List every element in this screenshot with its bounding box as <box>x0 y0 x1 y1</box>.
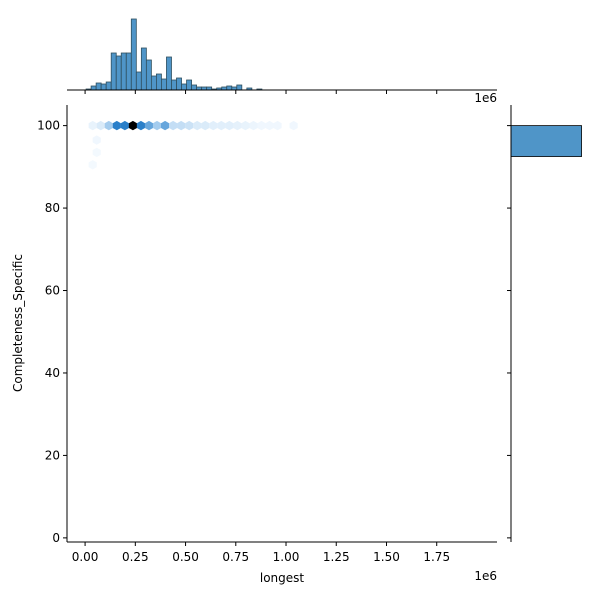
hexbin-cell <box>160 120 170 131</box>
hexbin-cell <box>217 120 226 131</box>
hexbin-cell <box>88 120 97 131</box>
x-tick-label: 0.50 <box>172 550 199 564</box>
x-tick-label: 1.50 <box>373 550 400 564</box>
x-marginal-histogram <box>85 18 263 91</box>
hexbin-cell <box>265 120 274 131</box>
histogram-bar <box>156 73 162 91</box>
y-tick-label: 100 <box>37 119 60 133</box>
histogram-bar <box>176 77 182 91</box>
histogram-bar <box>161 78 167 91</box>
hexbin-cell <box>201 120 210 131</box>
hexbin-cell <box>120 120 129 131</box>
histogram-bar <box>115 55 122 91</box>
histogram-bar <box>130 18 137 91</box>
histogram-bar <box>125 52 132 91</box>
histogram-bar <box>186 79 192 91</box>
y-tick-label: 20 <box>45 448 60 462</box>
hexbin-cell <box>136 120 146 131</box>
hexbin-cell <box>92 147 101 158</box>
hexbin-cell <box>169 120 178 131</box>
hexbin-cell <box>104 120 113 131</box>
histogram-bar <box>171 79 177 91</box>
hexbin-cell <box>241 120 250 131</box>
x-offset-text: 1e6 <box>474 569 497 583</box>
histogram-bar <box>135 71 142 91</box>
x-tick-label: 0.75 <box>222 550 249 564</box>
histogram-bar <box>110 52 117 91</box>
histogram-bar <box>120 52 127 91</box>
axes-layer <box>66 89 512 543</box>
histogram-bar <box>95 82 102 91</box>
hexbin-cell <box>185 120 194 131</box>
histogram-bar <box>100 83 107 91</box>
hexbin-cell <box>257 120 266 131</box>
histogram-bar <box>181 83 187 91</box>
x-tick-label: 0.25 <box>122 550 149 564</box>
y-tick-label: 40 <box>45 366 60 380</box>
hexbin-cell <box>225 120 234 131</box>
y-tick-label: 80 <box>45 201 60 215</box>
hexbin-cell <box>249 120 258 131</box>
histogram-bar <box>140 47 147 91</box>
hexbin-cell <box>128 120 137 131</box>
hexbin-cell <box>88 160 97 170</box>
histogram-bar <box>166 56 172 91</box>
histogram-bar <box>226 85 233 91</box>
hexbin-cell <box>233 120 242 131</box>
y-tick-label: 60 <box>45 284 60 298</box>
histogram-bar <box>145 59 152 91</box>
hexbin-cell <box>289 120 298 131</box>
hexbin-cell <box>209 120 218 131</box>
histogram-bar <box>510 125 582 157</box>
hexbin-cell <box>92 135 101 145</box>
y-axis-label: Completeness_Specific <box>11 254 25 392</box>
hexbin-cell <box>177 120 186 131</box>
hexbin-cell <box>273 120 282 131</box>
x-tick-label: 1.25 <box>323 550 350 564</box>
histogram-bar <box>105 81 112 91</box>
histogram-bar <box>191 84 198 91</box>
histogram-bar <box>236 84 243 91</box>
x-axis-label: longest <box>260 571 305 585</box>
top-offset-text: 1e6 <box>474 91 497 105</box>
histogram-bar <box>90 85 97 91</box>
hexbin-cell <box>193 120 202 131</box>
hexbin-cell <box>112 120 121 131</box>
x-tick-label: 1.75 <box>423 550 450 564</box>
hexbin-cell <box>144 120 154 131</box>
ticks-layer: 0.00 0.25 0.50 0.75 1.00 1.25 1.50 1.75 0 20 40 60 8… <box>37 90 511 564</box>
hexbin-cell <box>96 120 105 131</box>
y-marginal-histogram <box>510 125 582 157</box>
histogram-bar <box>150 75 157 91</box>
x-tick-label: 1.00 <box>273 550 300 564</box>
y-tick-label: 0 <box>52 531 60 545</box>
hexbin-cell <box>152 120 162 131</box>
hexbin-layer <box>88 120 298 170</box>
x-tick-label: 0.00 <box>72 550 99 564</box>
